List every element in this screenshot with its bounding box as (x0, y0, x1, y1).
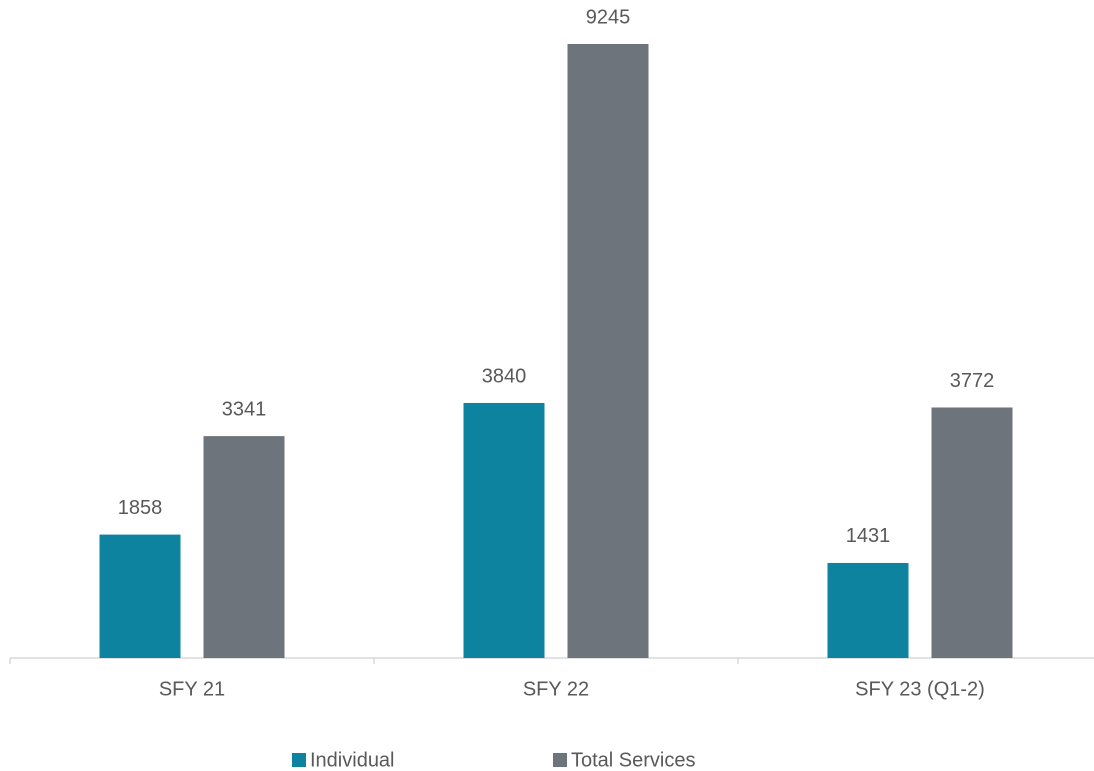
x-tick-label: SFY 21 (159, 678, 225, 700)
bar (203, 436, 285, 658)
legend-label: Individual (310, 749, 395, 771)
data-label: 1858 (118, 497, 163, 519)
data-label: 9245 (586, 6, 631, 28)
data-label: 3772 (950, 370, 995, 392)
legend-swatch (553, 753, 567, 767)
bar (827, 562, 909, 658)
legend-label: Total Services (571, 749, 696, 771)
legend-swatch (292, 753, 306, 767)
bar (567, 44, 649, 658)
bar (463, 402, 545, 658)
data-label: 3341 (222, 398, 267, 420)
x-tick-label: SFY 23 (Q1-2) (855, 678, 985, 700)
data-label: 3840 (482, 365, 527, 387)
bar (931, 407, 1013, 658)
x-tick-label: SFY 22 (523, 678, 589, 700)
data-label: 1431 (846, 525, 891, 547)
bar (99, 534, 181, 658)
